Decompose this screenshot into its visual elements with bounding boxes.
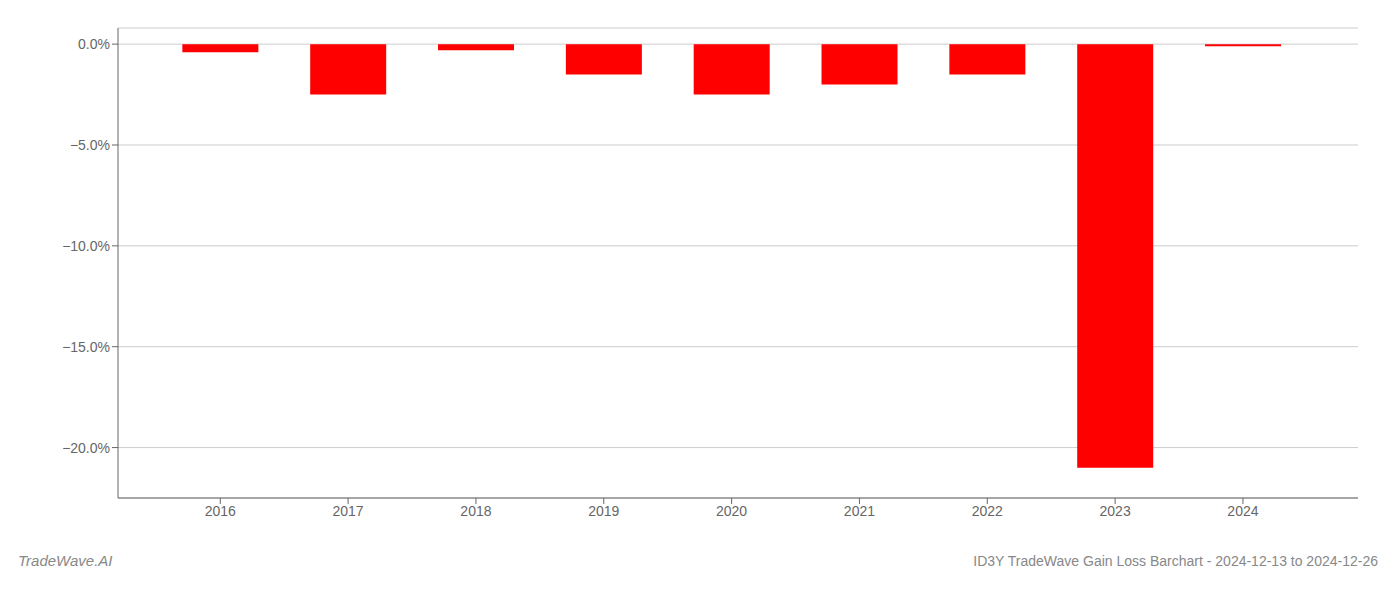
svg-text:2023: 2023 [1100,503,1131,519]
svg-text:−20.0%: −20.0% [62,440,110,456]
html-text:ID3Y TradeWave Gain Loss Barch: ID3Y TradeWave Gain Loss Barchart - 2024… [973,553,1378,569]
svg-text:2016: 2016 [205,503,236,519]
svg-text:−5.0%: −5.0% [70,137,110,153]
svg-text:2024: 2024 [1227,503,1258,519]
svg-text:2020: 2020 [716,503,747,519]
svg-text:2022: 2022 [972,503,1003,519]
svg-text:−10.0%: −10.0% [62,238,110,254]
svg-text:2018: 2018 [460,503,491,519]
svg-text:2021: 2021 [844,503,875,519]
html-text:TradeWave.AI: TradeWave.AI [18,552,113,569]
svg-text:2017: 2017 [333,503,364,519]
svg-text:−15.0%: −15.0% [62,339,110,355]
svg-text:0.0%: 0.0% [78,36,110,52]
svg-text:2019: 2019 [588,503,619,519]
